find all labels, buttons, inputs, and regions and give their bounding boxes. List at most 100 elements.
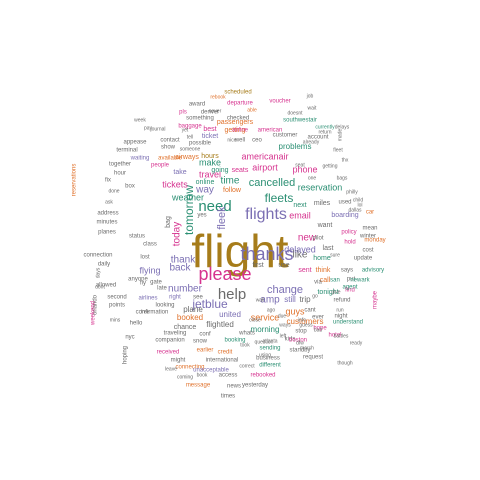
word-48: follow [223,187,242,194]
word-163: address [97,211,118,217]
word-109: never [209,108,222,114]
word-72: booking [224,338,245,344]
word-120: different [259,363,281,369]
word-93: pls [179,110,187,116]
word-78: snow [193,339,208,345]
word-117: yesterday [242,383,268,389]
word-90: checked [227,116,249,122]
word-136: policy [341,230,356,236]
word-10: tomorrow [182,185,196,235]
word-188: bad [314,327,323,333]
word-214: dont [95,284,105,290]
word-41: plane [183,305,203,314]
word-35: still [284,295,296,304]
word-83: airline [232,128,249,134]
word-36: trip [299,295,311,304]
word-103: already [303,139,320,145]
word-185: philly [346,189,358,195]
word-34: booked [177,313,203,322]
word-88: well [234,138,245,144]
word-124: connecting [175,365,204,371]
word-126: business [256,356,280,362]
word-62: think [316,267,331,274]
word-191: give [331,289,340,295]
word-31: reservation [298,182,343,192]
word-87: possible [189,141,212,147]
word-105: rebook [210,94,226,100]
word-181: pay [144,125,153,131]
word-14: new [298,233,317,244]
word-113: currently [315,124,335,130]
word-180: week [134,117,146,123]
word-98: people [151,163,170,169]
word-128: boston [289,338,307,344]
word-60: use [278,262,289,269]
word-89: ceo [252,138,262,144]
word-123: message [186,383,211,389]
word-162: points [109,303,125,309]
word-74: kids [285,337,296,343]
word-58: call [320,277,331,284]
word-119: rebooked [250,373,275,379]
word-216: book [197,372,208,378]
word-150: hope [313,326,327,332]
word-37: guys [285,306,305,316]
word-16: amp [260,295,280,306]
word-18: back [169,263,191,274]
word-178: lost [140,255,150,261]
word-0: flight [191,225,288,277]
word-171: hoping [123,346,129,364]
word-69: right [169,295,181,301]
word-56: next [293,202,306,209]
word-21: flying [139,265,160,275]
word-116: times [221,394,235,400]
word-65: last [323,245,334,252]
word-156: fix [105,178,111,184]
word-79: companion [155,338,184,344]
word-194: yes [197,213,206,219]
word-61: sent [298,267,311,274]
word-54: boarding [331,212,358,219]
word-13: change [267,284,303,296]
word-106: voucher [269,99,290,105]
word-200: coming [177,374,193,380]
word-50: passengers [217,119,254,126]
word-183: able [247,107,257,113]
word-64: tonight [317,289,338,296]
word-199: might [171,358,186,364]
word-110: doesnt [287,110,303,116]
word-32: americanair [241,151,288,161]
word-211: days [95,267,101,278]
word-206: using [259,352,271,358]
word-22: email [289,210,311,220]
word-76: earlier [197,348,214,354]
word-228: bags [337,175,348,181]
word-229: someone [180,146,201,152]
word-184: child [353,197,364,203]
word-47: online [196,179,215,186]
word-205: question [255,339,274,345]
word-182: tell [187,134,193,140]
word-158: status [129,234,145,240]
word-81: traveling [164,331,187,337]
word-157: box [125,184,135,190]
word-220: mins [110,317,121,323]
word-226: run [336,307,343,313]
word-230: job [306,93,314,99]
word-45: take [173,169,186,176]
word-104: scheduled [224,90,251,96]
word-174: weekend [91,301,97,326]
word-111: wait [308,105,318,111]
word-130: night [334,314,347,320]
word-165: planes [98,230,116,236]
word-96: contact [160,138,180,144]
word-170: orlando [93,294,99,315]
word-167: daily [98,262,110,268]
word-186: ever [312,315,324,321]
word-55: miles [314,200,331,207]
word-51: ticket [202,133,218,140]
word-1: please [198,264,251,284]
word-225: guess [299,322,313,328]
word-4: need [198,198,231,215]
